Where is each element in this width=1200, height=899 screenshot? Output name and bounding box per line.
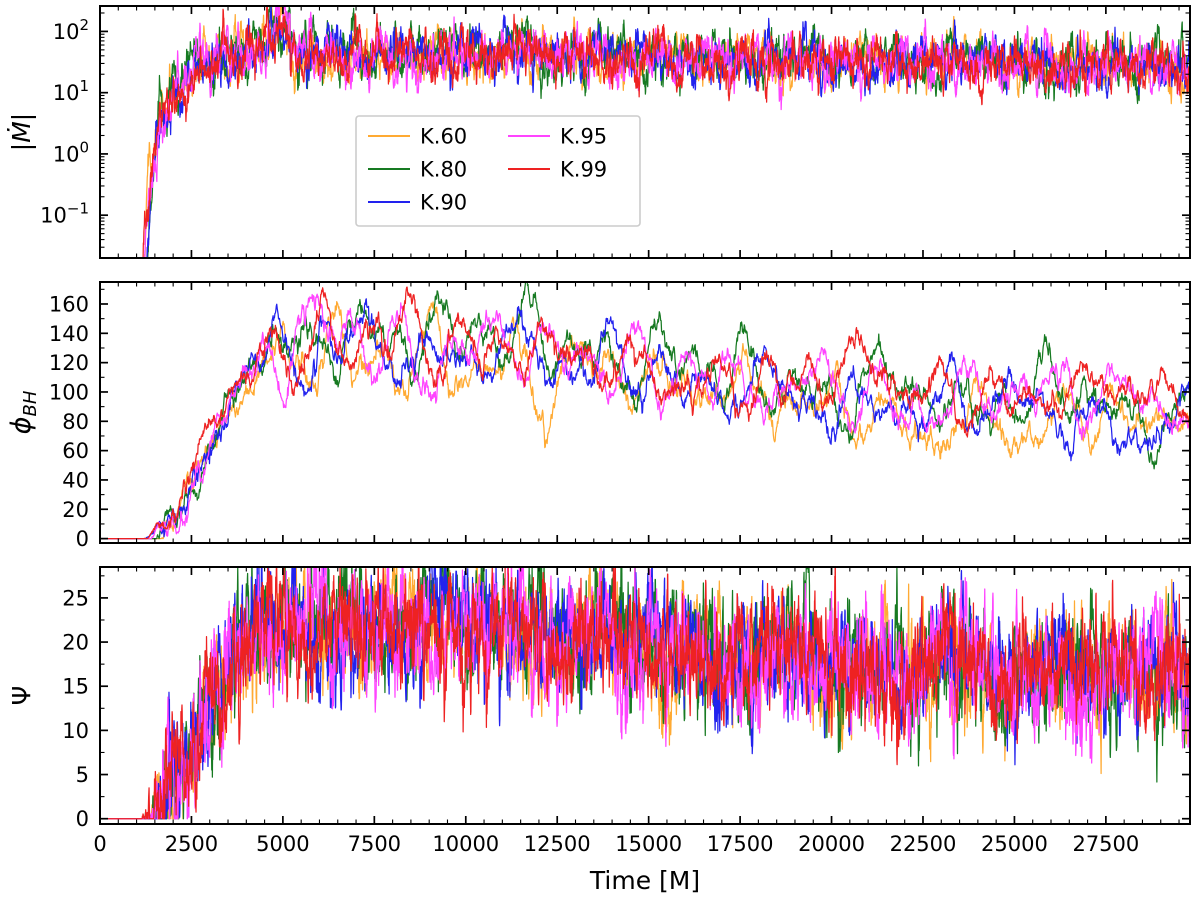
y-tick-label: 0 <box>76 527 89 551</box>
phi-subscript: BH <box>20 390 41 416</box>
y-tick-label: 10 <box>62 719 89 743</box>
y-tick-label: 15 <box>62 675 89 699</box>
y-tick-exponent: 2 <box>79 16 89 34</box>
y-tick-label: 10−1 <box>40 200 89 228</box>
x-tick-label: 0 <box>93 832 106 856</box>
y-axis-title-bottom: Ψ <box>7 686 36 706</box>
y-tick-label: 20 <box>62 498 89 522</box>
y-tick-label: 0 <box>76 807 89 831</box>
x-tick-label: 5000 <box>256 832 309 856</box>
y-tick-label: 100 <box>49 380 89 404</box>
series-line-k-95 <box>100 293 1190 540</box>
panel-frame-top <box>99 5 1191 259</box>
y-tick-label: 140 <box>49 322 89 346</box>
y-tick-label: 40 <box>62 468 89 492</box>
phi-symbol: ϕ <box>6 417 37 435</box>
x-axis-title: Time [M] <box>589 866 700 895</box>
y-tick-label: 102 <box>53 16 89 44</box>
series-line-k-99 <box>100 567 1190 820</box>
x-tick-label: 22500 <box>890 832 957 856</box>
y-axis-title-top: |Ṁ| <box>7 113 36 151</box>
panel-bottom: 0 5 10 15 20 25 0 2500 5000 7500 10000 12500 15000 17… <box>7 566 1191 856</box>
panel-frame-middle <box>99 281 1191 544</box>
x-tick-label: 10000 <box>432 832 499 856</box>
legend-label-k-95: K.95 <box>560 125 607 149</box>
series-line-k-90 <box>100 298 1190 540</box>
legend: K.60 K.80 K.90 K.95 K.99 <box>355 115 641 227</box>
y-tick-label: 120 <box>49 351 89 375</box>
x-tick-label: 25000 <box>981 832 1048 856</box>
y-axis-title-middle: ϕBH <box>6 390 41 434</box>
x-tick-label: 7500 <box>348 832 401 856</box>
panel-middle: 0 20 40 60 80 100 120 140 160 ϕBH <box>6 281 1191 551</box>
x-tick-label: 2500 <box>165 832 218 856</box>
y-tick-exponent: −1 <box>67 200 89 218</box>
y-tick-label: 60 <box>62 439 89 463</box>
series-group-middle <box>100 282 1190 540</box>
x-tick-label: 15000 <box>615 832 682 856</box>
series-line-k-99 <box>142 6 1190 258</box>
series-line-k-99 <box>100 286 1190 540</box>
y-tick-label: 5 <box>76 763 89 787</box>
x-tick-label: 20000 <box>798 832 865 856</box>
y-tick-exponent: 0 <box>79 138 89 156</box>
x-tick-label: 17500 <box>707 832 774 856</box>
legend-label-k-60: K.60 <box>420 125 467 149</box>
x-tick-label: 12500 <box>524 832 591 856</box>
y-tick-exponent: 1 <box>79 77 89 95</box>
y-tick-label: 25 <box>62 586 89 610</box>
legend-label-k-80: K.80 <box>420 158 467 182</box>
y-tick-label: 160 <box>49 292 89 316</box>
y-tick-label: 80 <box>62 410 89 434</box>
panel-frame-bottom <box>99 566 1191 825</box>
series-group-bottom <box>100 567 1190 820</box>
legend-label-k-99: K.99 <box>560 158 607 182</box>
legend-box <box>355 115 641 227</box>
y-tick-label: 101 <box>53 77 89 105</box>
series-group-top <box>142 6 1190 258</box>
y-tick-label: 20 <box>62 631 89 655</box>
legend-label-k-90: K.90 <box>420 191 467 215</box>
x-tick-label: 27500 <box>1072 832 1139 856</box>
y-tick-label: 100 <box>53 138 89 166</box>
